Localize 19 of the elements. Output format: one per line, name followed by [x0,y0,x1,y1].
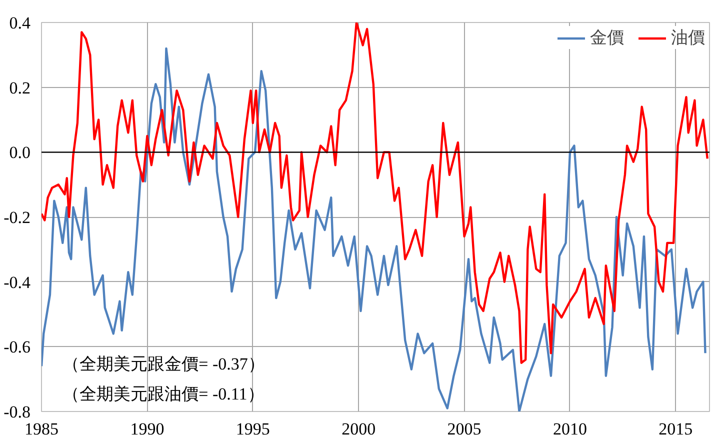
y-tick-label: -0.6 [4,338,31,357]
x-tick-label: 2015 [658,420,693,437]
x-tick-label: 1985 [24,420,58,437]
y-tick-label: -0.4 [4,272,31,292]
x-tick-label: 1995 [236,420,270,437]
y-tick-label: 0.4 [9,14,31,32]
y-tick-label: 0.2 [9,78,30,98]
x-tick-label: 2000 [342,420,376,437]
legend-label: 金價 [590,27,624,49]
annotation: （全期美元跟金價= -0.37） [62,354,265,374]
x-tick-label: 2010 [552,420,587,437]
y-tick-label: 0.0 [9,143,30,162]
line-series [42,47,706,412]
x-tick-label: 2005 [447,420,482,437]
x-tick-label: 1990 [130,420,164,437]
legend-label: 油價 [671,27,705,49]
y-tick-label: -0.2 [4,208,31,227]
y-tick-label: -0.8 [4,402,31,422]
annotation: （全期美元跟油價= -0.11） [62,384,264,404]
